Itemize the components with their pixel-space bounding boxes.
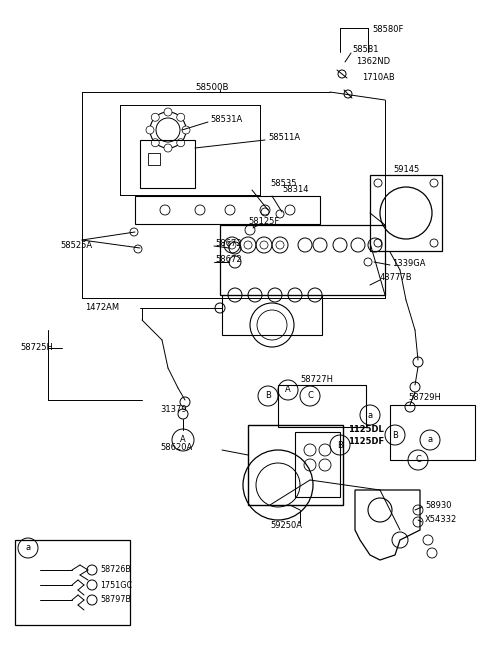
Text: 1125DL: 1125DL [348,426,384,434]
Bar [220,225,385,295]
Circle shape [177,113,185,121]
Bar [370,175,442,251]
Circle shape [151,138,159,147]
Text: 1362ND: 1362ND [356,58,390,66]
Text: X54332: X54332 [425,516,457,525]
Bar [148,153,160,165]
Bar [222,295,322,335]
Text: a: a [427,436,432,445]
Text: 43777B: 43777B [380,274,413,283]
Circle shape [151,113,159,121]
Text: A: A [285,386,291,394]
Text: 58620A: 58620A [160,443,192,453]
Text: 1472AM: 1472AM [85,304,119,312]
Circle shape [164,144,172,152]
Text: 58531A: 58531A [210,115,242,125]
Text: 58729H: 58729H [408,394,441,403]
Text: 58500B: 58500B [195,83,228,91]
Circle shape [146,126,154,134]
Text: 1125DF: 1125DF [348,438,384,447]
Text: 58581: 58581 [352,45,379,54]
Text: 59145: 59145 [393,165,419,174]
Text: 58525A: 58525A [60,241,92,249]
Text: a: a [25,544,31,552]
Text: 31379: 31379 [160,405,187,415]
Circle shape [177,138,185,147]
Text: 58726B: 58726B [100,565,131,575]
Text: 58727H: 58727H [300,375,333,384]
Text: C: C [307,392,313,401]
Bar [248,425,343,505]
Text: 1710AB: 1710AB [362,73,395,83]
Bar [135,196,320,224]
Text: 58672: 58672 [215,255,241,264]
Text: B: B [337,440,343,449]
Circle shape [182,126,190,134]
Text: a: a [367,411,372,419]
Text: B: B [392,430,398,440]
Text: 1339GA: 1339GA [392,260,425,268]
Text: 58930: 58930 [425,501,452,510]
Text: A: A [180,436,186,445]
Text: 58125F: 58125F [248,218,279,226]
Text: 58535: 58535 [270,178,297,188]
Text: 58797B: 58797B [100,596,131,604]
Bar [295,432,340,497]
Bar [15,540,130,625]
Text: B: B [265,392,271,401]
Text: 58725H: 58725H [20,344,53,352]
Bar [390,405,475,460]
Text: 58672: 58672 [215,239,241,249]
Text: C: C [415,455,421,464]
Text: 59250A: 59250A [270,520,302,529]
Text: 58580F: 58580F [372,26,403,35]
Circle shape [164,108,172,116]
Text: 58314: 58314 [282,186,309,194]
Bar [140,140,195,188]
Text: 58511A: 58511A [268,134,300,142]
Bar [278,385,366,427]
Text: 1751GC: 1751GC [100,581,132,590]
